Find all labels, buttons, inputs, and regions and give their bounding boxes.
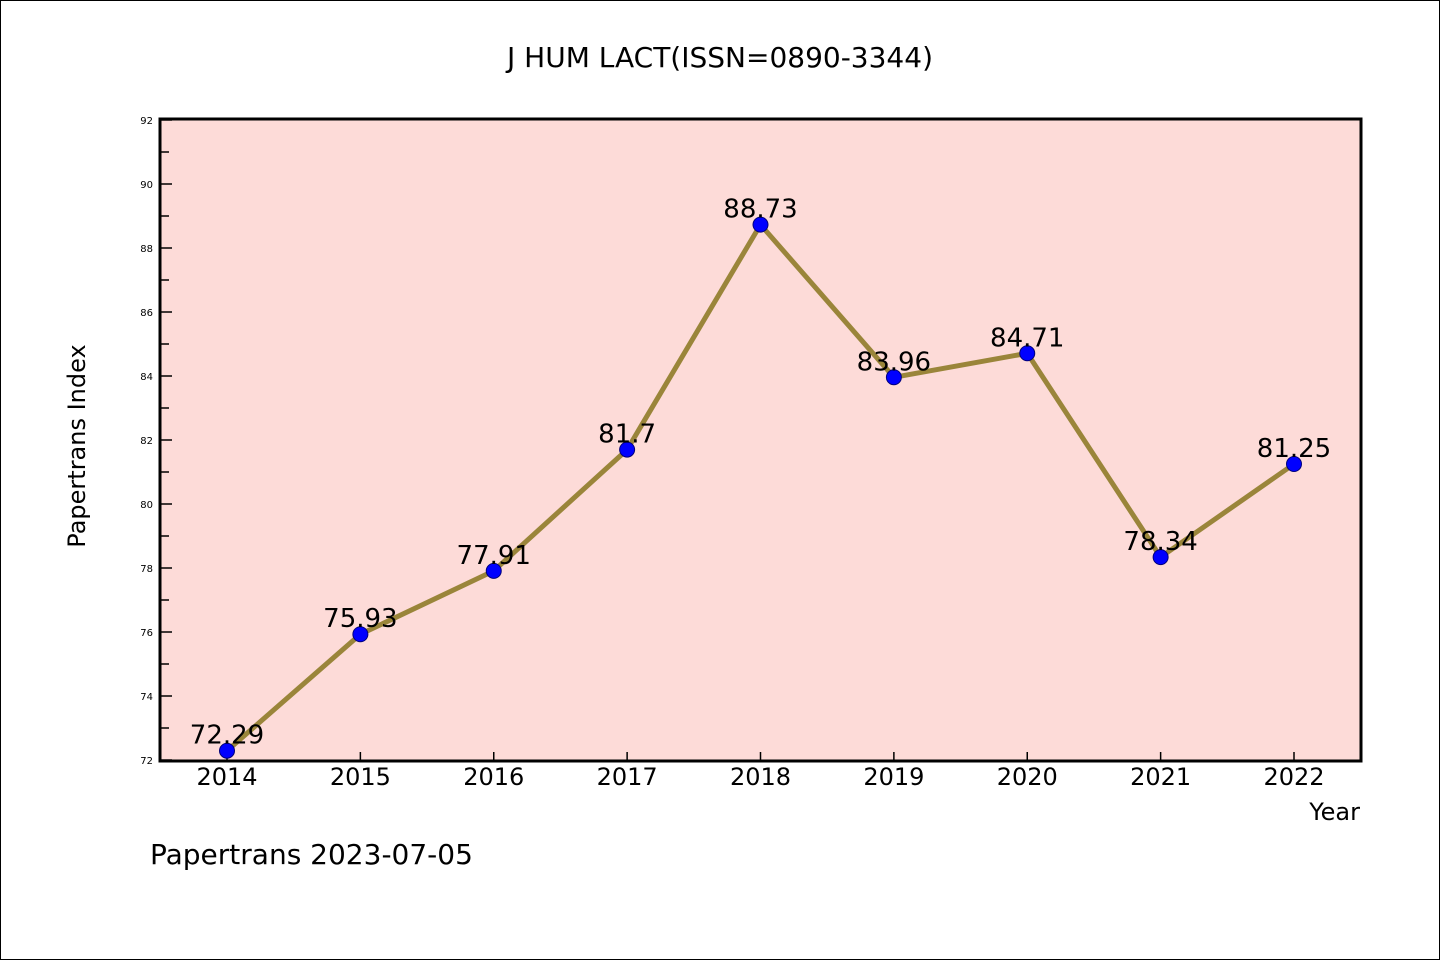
data-label: 83.96: [857, 347, 931, 377]
y-tick-label: 78: [140, 564, 153, 575]
data-point: [885, 369, 902, 386]
data-point: [1019, 345, 1036, 362]
y-tick-label: 90: [140, 180, 153, 191]
y-tick-label: 80: [140, 500, 153, 511]
x-tick-label: 2016: [463, 763, 524, 791]
x-tick-label: 2015: [330, 763, 391, 791]
x-tick-label: 2017: [597, 763, 658, 791]
y-tick-label: 74: [140, 692, 153, 703]
y-tick-label: 86: [140, 308, 153, 319]
y-tick-label: 88: [140, 244, 153, 255]
y-tick-label: 82: [140, 436, 153, 447]
data-label: 72.29: [190, 721, 264, 751]
x-tick-label: 2022: [1263, 763, 1324, 791]
data-label: 81.7: [598, 420, 656, 450]
data-point: [752, 216, 769, 233]
x-tick-label: 2018: [730, 763, 791, 791]
data-point: [485, 562, 502, 579]
x-tick-label: 2014: [196, 763, 257, 791]
y-tick-label: 92: [140, 116, 153, 127]
footer-text: Papertrans 2023-07-05: [150, 838, 473, 871]
data-label: 77.91: [457, 541, 531, 571]
data-label: 88.73: [723, 195, 797, 225]
x-tick-label: 2020: [997, 763, 1058, 791]
y-tick-label: 84: [140, 372, 153, 383]
data-label: 78.34: [1123, 527, 1197, 557]
data-label: 81.25: [1257, 434, 1331, 464]
data-point: [219, 742, 235, 759]
y-tick-label: 72: [140, 756, 153, 767]
data-point: [1286, 456, 1302, 472]
x-tick-label: 2021: [1130, 763, 1191, 791]
data-point: [1152, 549, 1169, 566]
y-axis-label: Papertrans Index: [63, 344, 91, 547]
x-tick-label: 2019: [863, 763, 924, 791]
y-tick-label: 76: [140, 628, 153, 639]
data-point: [619, 441, 636, 458]
data-label: 75.93: [323, 604, 397, 634]
x-axis-label: Year: [1308, 798, 1360, 826]
chart-title: J HUM LACT(ISSN=0890-3344): [505, 41, 933, 74]
data-label: 84.71: [990, 323, 1064, 353]
data-point: [352, 626, 369, 643]
